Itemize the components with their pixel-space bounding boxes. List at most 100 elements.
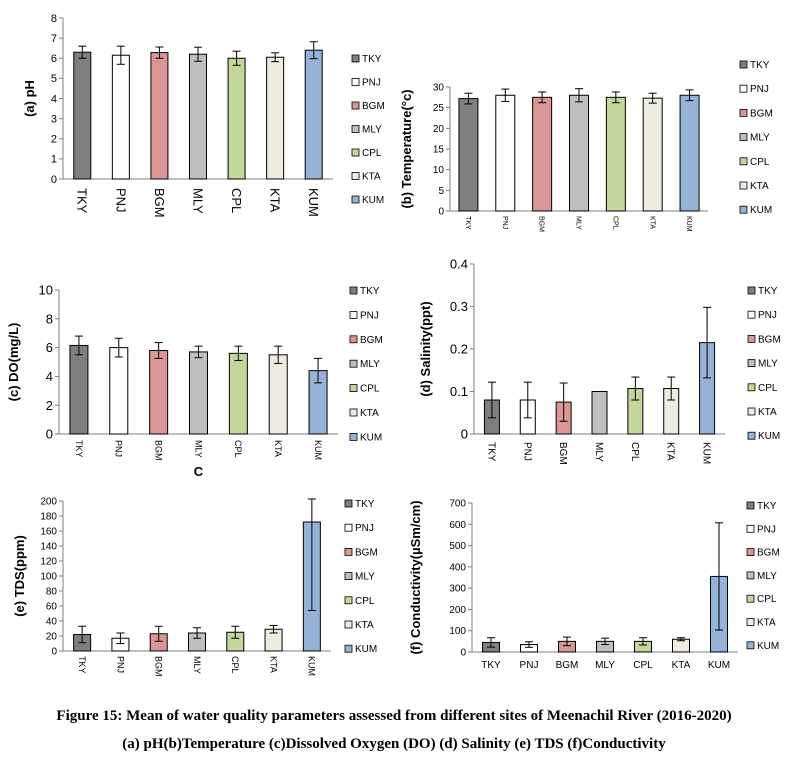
x-tick-label: KUM: [306, 188, 321, 217]
y-tick-label: 3: [51, 113, 57, 125]
figure-caption-subtitle: (a) pH(b)Temperature (c)Dissolved Oxygen…: [122, 736, 666, 752]
legend-label: KUM: [750, 205, 772, 216]
x-tick-label: BGM: [153, 440, 163, 461]
y-tick-label: 6: [51, 53, 57, 65]
bar-bgm: [532, 96, 553, 212]
chart-panel: 0 2 4 6 8 10 (c) DO(mg/L) TKY PNJ BGM MLY CPL KTA KUM…: [6, 283, 383, 479]
legend-swatch: [344, 548, 353, 556]
x-tick-label: PNJ: [520, 660, 539, 671]
legend-label: CPL: [757, 594, 777, 605]
y-tick-label: 20: [46, 632, 58, 643]
legend-label: KUM: [758, 431, 780, 442]
bar-kum: [304, 49, 323, 180]
x-tick-label: KUM: [307, 656, 317, 676]
legend-label: KTA: [360, 408, 379, 419]
y-tick-label: 200: [449, 605, 466, 616]
bar-mly: [569, 94, 589, 212]
legend-swatch: [739, 181, 748, 190]
legend-label: KUM: [757, 641, 779, 652]
legend-label: TKY: [758, 286, 778, 297]
y-tick-label: 400: [449, 562, 466, 573]
y-tick-label: 10: [433, 165, 445, 176]
y-tick-label: 600: [449, 520, 466, 531]
y-tick-label: 1: [51, 154, 57, 166]
figure-caption-title: Figure 15: Mean of water quality paramet…: [56, 708, 732, 724]
legend-label: PNJ: [750, 84, 769, 95]
y-tick-label: 0: [461, 427, 468, 442]
y-tick-label: 140: [40, 542, 57, 553]
y-tick-label: 0.1: [450, 384, 468, 399]
legend-label: BGM: [750, 108, 773, 119]
x-tick-label: BGM: [557, 442, 568, 465]
bar-pnj: [109, 347, 129, 435]
legend-label: MLY: [362, 125, 382, 136]
legend-label: MLY: [750, 133, 770, 144]
y-tick-label: 8: [46, 311, 53, 326]
x-tick-label: TKY: [485, 442, 496, 462]
y-tick-label: 20: [433, 124, 445, 135]
y-tick-label: 0: [51, 174, 57, 186]
legend-swatch: [739, 60, 748, 69]
legend-label: PNJ: [355, 523, 374, 534]
legend-swatch: [349, 359, 358, 368]
bar-bgm: [149, 349, 169, 435]
legend-label: MLY: [757, 571, 777, 582]
x-tick-label: MLY: [593, 442, 604, 462]
y-tick-label: 200: [40, 497, 57, 508]
y-tick-label: 4: [46, 369, 53, 384]
legend-label: PNJ: [758, 310, 777, 321]
legend-label: BGM: [360, 335, 383, 346]
legend-label: KUM: [355, 644, 377, 655]
chart-panel: 0 20 40 60 80 100 120 140 160 180 200 (e) TDS(ppm) T…: [12, 497, 378, 677]
y-axis-label: (f) Conductivity(µSm/cm): [408, 500, 423, 654]
bar-kta: [268, 354, 288, 435]
legend-swatch: [344, 620, 353, 629]
bar-pnj: [111, 54, 130, 180]
x-tick-label: KTA: [672, 660, 691, 671]
x-tick-label: CPL: [230, 656, 240, 674]
x-tick-label: TKY: [74, 440, 84, 458]
legend-swatch: [739, 109, 748, 117]
legend-label: CPL: [362, 148, 382, 159]
legend-label: BGM: [757, 548, 780, 559]
legend-swatch: [351, 78, 360, 86]
y-tick-label: 500: [449, 541, 466, 552]
y-tick-label: 25: [433, 103, 445, 114]
chart-panel: 0 100 200 300 400 500 600 700 (f) Conductivity(µ…: [408, 499, 780, 672]
x-tick-label: BGM: [556, 660, 579, 671]
legend-swatch: [747, 286, 756, 295]
legend-swatch: [351, 172, 360, 180]
y-tick-label: 30: [433, 83, 445, 94]
x-tick-label: KTA: [665, 442, 676, 461]
legend-label: CPL: [355, 596, 375, 607]
legend-swatch: [344, 596, 353, 605]
legend-label: BGM: [758, 334, 781, 345]
legend-swatch: [739, 205, 748, 214]
chart-panel: 0 5 10 15 20 25 30 (b) Temperature(°c) TKY PNJ BGM…: [399, 60, 773, 232]
legend-swatch: [349, 310, 358, 319]
legend-swatch: [746, 641, 755, 650]
y-tick-label: 8: [51, 13, 57, 25]
legend-swatch: [349, 432, 358, 441]
y-tick-label: 100: [449, 626, 466, 637]
x-tick-label: CPL: [233, 440, 243, 458]
y-tick-label: 5: [51, 73, 57, 85]
x-tick-label: TKY: [464, 216, 471, 230]
legend-label: TKY: [360, 286, 380, 297]
legend-swatch: [344, 644, 353, 653]
y-tick-label: 100: [40, 572, 57, 583]
legend-label: BGM: [355, 547, 378, 558]
y-axis-label: (c) DO(mg/L): [6, 323, 21, 402]
legend-swatch: [351, 101, 360, 110]
x-tick-label: KUM: [313, 440, 323, 460]
legend-label: TKY: [757, 501, 777, 512]
y-tick-label: 0.2: [450, 342, 468, 357]
x-tick-label: KTA: [273, 440, 283, 457]
y-tick-label: 5: [438, 186, 444, 197]
legend-swatch: [349, 408, 358, 417]
x-tick-label: PNJ: [521, 442, 532, 461]
x-tick-label: BGM: [154, 656, 164, 677]
y-tick-label: 2: [46, 398, 53, 413]
y-axis-label: (d) Salinity(ppt): [418, 301, 433, 396]
legend-swatch: [747, 334, 756, 343]
